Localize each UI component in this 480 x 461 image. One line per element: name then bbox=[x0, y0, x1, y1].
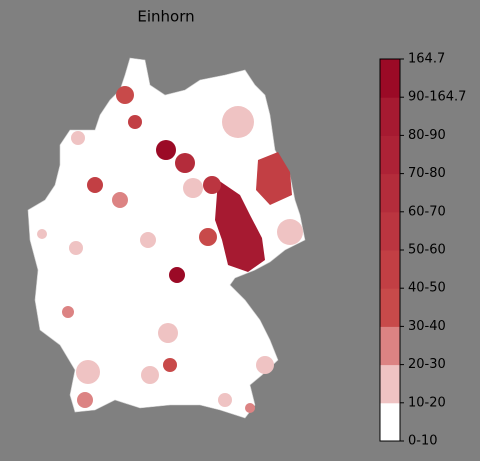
region bbox=[215, 180, 265, 272]
colorbar-label: 10-20 bbox=[408, 395, 446, 410]
country-outline bbox=[27, 57, 306, 419]
colorbar-label: 50-60 bbox=[408, 243, 446, 258]
region bbox=[62, 306, 74, 318]
region bbox=[128, 115, 142, 129]
map-title: Einhorn bbox=[137, 8, 194, 26]
region bbox=[256, 356, 274, 374]
colorbar-segment bbox=[380, 173, 400, 213]
colorbar-label: 80-90 bbox=[408, 128, 446, 143]
region bbox=[116, 86, 134, 104]
region bbox=[158, 323, 178, 343]
colorbar-label: 164.7 bbox=[408, 52, 445, 67]
colorbar-segment bbox=[380, 211, 400, 251]
region bbox=[218, 393, 232, 407]
region bbox=[87, 177, 103, 193]
colorbar-label: 90-164.7 bbox=[408, 90, 466, 105]
colorbar-segment bbox=[380, 97, 400, 136]
region bbox=[245, 403, 255, 413]
region bbox=[256, 152, 292, 205]
colorbar-segment bbox=[380, 250, 400, 289]
colorbar-segment bbox=[380, 326, 400, 366]
region bbox=[175, 153, 195, 173]
region bbox=[112, 192, 128, 208]
region bbox=[71, 131, 85, 145]
region bbox=[199, 228, 217, 246]
region bbox=[169, 267, 185, 283]
colorbar-segment bbox=[380, 402, 400, 442]
colorbar-label: 60-70 bbox=[408, 204, 446, 219]
region bbox=[140, 232, 156, 248]
colorbar: 0-10 10-20 20-30 30-40 40-50 50-60 60-70 70-80 8… bbox=[379, 52, 466, 449]
colorbar-segment bbox=[380, 59, 400, 98]
region bbox=[77, 392, 93, 408]
colorbar-label: 40-50 bbox=[408, 281, 446, 296]
colorbar-label: 30-40 bbox=[408, 319, 446, 334]
region bbox=[69, 241, 83, 255]
region bbox=[277, 219, 303, 245]
region bbox=[156, 140, 176, 160]
regions bbox=[37, 86, 303, 413]
colorbar-segment bbox=[380, 135, 400, 175]
colorbar-label: 0-10 bbox=[408, 434, 438, 449]
region bbox=[203, 176, 221, 194]
region bbox=[222, 106, 254, 138]
region bbox=[37, 229, 47, 239]
germany-map bbox=[27, 57, 306, 419]
colorbar-segment bbox=[380, 364, 400, 404]
colorbar-label: 20-30 bbox=[408, 357, 446, 372]
region bbox=[163, 358, 177, 372]
colorbar-label: 70-80 bbox=[408, 166, 446, 181]
region bbox=[76, 360, 100, 384]
region bbox=[183, 178, 203, 198]
colorbar-segment bbox=[380, 288, 400, 327]
region bbox=[141, 366, 159, 384]
